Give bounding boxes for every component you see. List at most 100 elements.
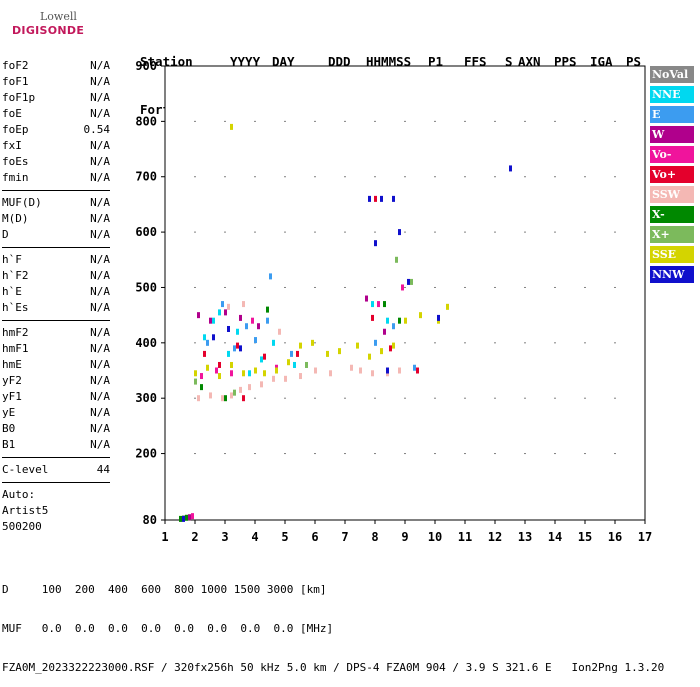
polarization-legend: NoVal NNE E W Vo- Vo+ SSW X- X+ SSE NNW [650,66,694,286]
grid-dot [314,453,316,455]
echo-point-ssw [359,367,362,374]
grid-dot [464,286,466,288]
param-value: 44 [96,463,110,476]
param-row: yF2 N/A [2,373,110,389]
echo-point-x [179,515,182,522]
grid-dot [284,120,286,122]
grid-dot [434,176,436,178]
grid-dot [584,453,586,455]
divider [2,247,110,248]
param-name: foF1p [2,91,36,104]
grid-dot [344,453,346,455]
grid-dot [554,342,556,344]
digisonde-logo: Lowell DIGISONDE [4,4,84,40]
params-group-profile: hmF2 N/A hmF1 N/A hmE N/A yF2 N/A yF1 N/A yE N/A B0 N… [2,325,110,453]
echo-point-vo [389,345,392,352]
echo-point-sse [368,353,371,360]
legend-item-nne: NNE [650,86,694,103]
echo-point-sse [275,367,278,374]
param-name: C-level [2,463,49,476]
param-row: hmF1 N/A [2,341,110,357]
param-name: foF1 [2,75,29,88]
echo-point-e [221,301,224,308]
grid-dot [434,342,436,344]
grid-dot [434,453,436,455]
footer-file-info: FZA0M_2023322223000.RSF / 320fx256h 50 k… [2,661,665,674]
echo-point-sse [230,361,233,368]
grid-dot [254,397,256,399]
grid-dot [554,286,556,288]
echo-point-x [200,384,203,391]
param-value: N/A [90,326,110,339]
echo-point-vo [218,361,221,368]
echo-point-vo [236,342,239,349]
param-name: foE [2,107,22,120]
grid-dot [434,397,436,399]
artist-code: 500200 [2,520,42,533]
grid-dot [464,65,466,67]
param-row: hmF2 N/A [2,325,110,341]
param-value: N/A [90,406,110,419]
grid-dot [554,120,556,122]
grid-dot [494,65,496,67]
grid-dot [524,342,526,344]
x-axis-ticks: 1 2 3 4 5 6 7 8 9 10 11 12 13 14 15 16 17 [161,520,652,544]
grid-dot [194,397,196,399]
echo-point-x [395,256,398,263]
echo-point-nne [248,370,251,377]
grid-dot [464,231,466,233]
params-group-critical-frequencies: foF2 N/A foF1 N/A foF1p N/A foE N/A foEp 0.54 fxI N… [2,58,110,186]
header-label-5: P1 [428,54,444,69]
x-tick-label: 7 [341,530,348,544]
grid-dot [644,65,646,67]
legend-item-x: X+ [650,226,694,243]
header-labels-row: Station YYYY DAY DDD HHMMSS P1 FFS S AXN PPS IGA PS [140,54,641,70]
grid-dots [164,65,646,521]
echo-point-sse [380,348,383,355]
auto-label: Auto: [2,488,36,501]
logo-line2: DIGISONDE [12,24,85,37]
grid-dot [284,397,286,399]
grid-dot [644,176,646,178]
grid-dot [254,286,256,288]
echo-point-e [233,345,236,352]
echo-point-x [233,389,236,396]
legend-item-noval: NoVal [650,66,694,83]
plot-area [164,65,646,521]
echo-point-ssw [230,392,233,399]
echo-point-w [188,514,191,521]
echo-point-ssw [248,384,251,391]
grid-dot [224,120,226,122]
grid-dot [374,397,376,399]
echo-point-nne [203,334,206,341]
x-tick-label: 16 [608,530,622,544]
echo-point-w [365,295,368,302]
echo-point-sse [404,317,407,324]
echo-point-ssw [299,373,302,380]
grid-dot [224,231,226,233]
header-label-0: Station [140,54,193,69]
grid-dot [494,231,496,233]
header-label-10: IGA [590,54,613,69]
grid-dot [314,342,316,344]
echo-point-e [269,273,272,280]
param-name: fxI [2,139,22,152]
grid-dot [434,231,436,233]
x-tick-label: 10 [428,530,442,544]
echo-point-ssw [371,370,374,377]
grid-dot [584,342,586,344]
grid-dot [314,65,316,67]
echo-point-w [224,309,227,316]
legend-item-ssw: SSW [650,186,694,203]
echo-point-sse [263,370,266,377]
echo-point-sse [446,303,449,310]
echo-point-ssw [284,375,287,382]
grid-dot [644,342,646,344]
echo-point-sse [242,370,245,377]
echo-point-ssw [272,375,275,382]
param-value: N/A [90,107,110,120]
param-value: N/A [90,212,110,225]
param-row: M(D) N/A [2,211,110,227]
echo-point-nnw [374,240,377,247]
grid-dot [194,176,196,178]
